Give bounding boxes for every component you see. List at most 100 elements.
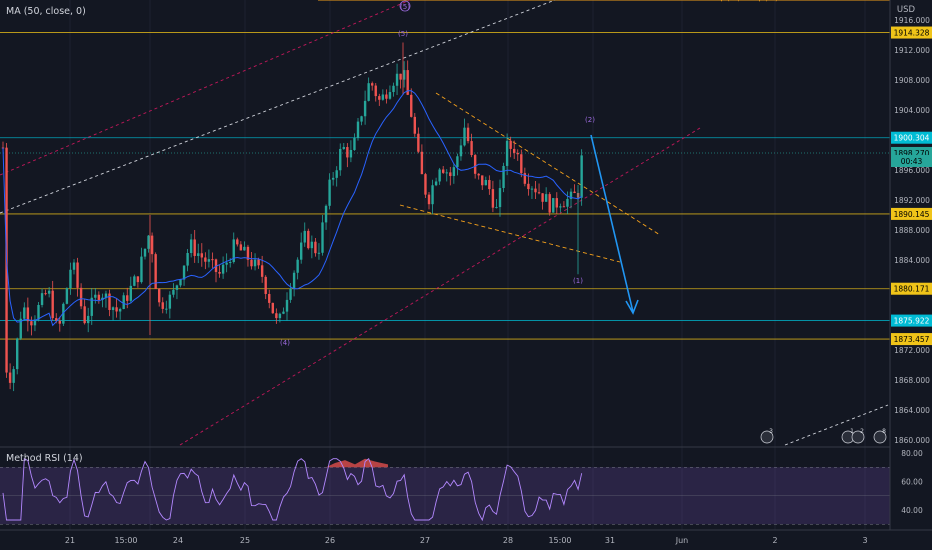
candle-body (417, 133, 420, 152)
price-axis[interactable]: 1916.0001912.0001908.0001904.0001900.000… (894, 16, 930, 445)
candle-body (367, 83, 370, 101)
projection-arrow[interactable] (590, 134, 634, 313)
candle-body (189, 239, 193, 253)
ma-indicator-legend[interactable]: MA (50, close, 0) (6, 6, 86, 17)
candle-body (275, 313, 278, 319)
rsi-tick-label: 40.00 (901, 506, 923, 515)
candle-body (204, 257, 207, 262)
candle-body (47, 290, 51, 294)
candle-body (431, 185, 434, 205)
candle-body (495, 207, 498, 209)
candle-body (530, 188, 534, 190)
candle-body (282, 311, 285, 314)
candle-body (55, 318, 58, 321)
candle-body (534, 188, 537, 193)
price-tag-bg (891, 207, 932, 220)
rsi-pane: 80.00 60.00 40.00 (0, 449, 923, 525)
candle-body (385, 94, 388, 99)
time-tick-label: 24 (173, 536, 183, 545)
rsi-indicator-legend[interactable]: Method RSI (14) (6, 453, 83, 464)
price-tag-text: 1900.304 (894, 134, 930, 143)
wave-label: (4) (280, 339, 290, 347)
candle-body (484, 180, 487, 186)
time-axis[interactable]: 21 15:00 24 25 26 27 28 15:00 31 Jun 2 3 (65, 536, 868, 545)
candle-body (371, 83, 374, 86)
wave-labels: (5) (5) (2) (1) (4) (280, 0, 595, 347)
fib-level-label: 0.5(1897.417) (715, 0, 769, 2)
time-tick-label: 27 (420, 536, 430, 545)
candle-body (239, 244, 243, 251)
candle-body (150, 235, 154, 255)
price-tag-text: 1890.145 (894, 210, 930, 219)
candle-body (90, 297, 93, 316)
wave-label-circle (399, 0, 411, 12)
candle-body (378, 96, 381, 100)
time-tick-label: 26 (325, 536, 335, 545)
price-tick-label: 1860.000 (894, 436, 930, 445)
price-tick-label: 1916.000 (894, 16, 930, 25)
candle-body (193, 239, 196, 256)
candle-body (520, 154, 523, 174)
candle-body (353, 137, 356, 150)
triangle-lower-line[interactable] (399, 204, 621, 263)
candle-body (16, 338, 19, 370)
candle-body (562, 206, 566, 208)
price-tag-bg (891, 131, 932, 144)
candle-body (395, 73, 399, 86)
channel-upper-red[interactable] (0, 0, 411, 176)
time-tick-label: 21 (65, 536, 75, 545)
candle-body (537, 192, 541, 194)
projection-arrow-head[interactable] (625, 299, 639, 315)
rsi-tick-label: 60.00 (901, 478, 923, 487)
triangle-upper-line[interactable] (435, 92, 661, 236)
candle-body (324, 205, 328, 223)
event-badge-icon[interactable] (851, 430, 865, 444)
candle-body (356, 121, 360, 138)
candle-body (399, 73, 402, 80)
price-tick-label: 1892.000 (894, 196, 930, 205)
candle-body (186, 252, 189, 266)
candle-body (246, 246, 250, 260)
event-badge-count: 3 (769, 428, 773, 435)
fib-level-label: 0(1882.104) (715, 0, 761, 2)
price-tick-label: 1904.000 (894, 106, 930, 115)
candle-body (140, 256, 143, 283)
time-tick-label: 15:00 (114, 536, 137, 545)
event-badge-icon[interactable] (760, 430, 774, 444)
candle-body (133, 276, 136, 286)
candle-body (317, 252, 321, 254)
channel-lower-white[interactable] (784, 404, 889, 446)
candle-body (143, 248, 147, 257)
candle-body (573, 191, 576, 193)
candle-body (168, 294, 172, 309)
price-tag-text: 1914.328 (894, 29, 930, 38)
candle-body (392, 85, 395, 93)
candle-body (44, 293, 47, 295)
fib-level-label: 0.618(1901.031) (715, 0, 778, 2)
candle-body (505, 140, 509, 166)
candle-body (200, 253, 203, 258)
candle-body (8, 372, 12, 383)
trend-drawings[interactable]: 1(1912.730)0.618(1901.031)0.5(1897.417)0… (0, 0, 890, 446)
candle-body (349, 149, 353, 158)
event-badge-icon[interactable] (873, 430, 887, 444)
candle-body (97, 294, 101, 301)
candle-body (310, 241, 314, 249)
candle-body (502, 165, 505, 189)
price-tick-label: 1868.000 (894, 376, 930, 385)
candle-body (62, 303, 65, 324)
candle-body (207, 259, 211, 262)
rsi-tick-label: 80.00 (901, 449, 923, 458)
candle-body (154, 254, 157, 289)
event-badge-count: 1 (850, 428, 854, 435)
price-tag-bg (891, 314, 932, 327)
candle-body (548, 194, 551, 213)
price-tick-label: 1888.000 (894, 226, 930, 235)
candle-body (111, 307, 115, 311)
candle-body (172, 289, 175, 295)
candle-body (12, 369, 15, 383)
candle-body (413, 116, 416, 134)
time-tick-label: 15:00 (548, 536, 571, 545)
